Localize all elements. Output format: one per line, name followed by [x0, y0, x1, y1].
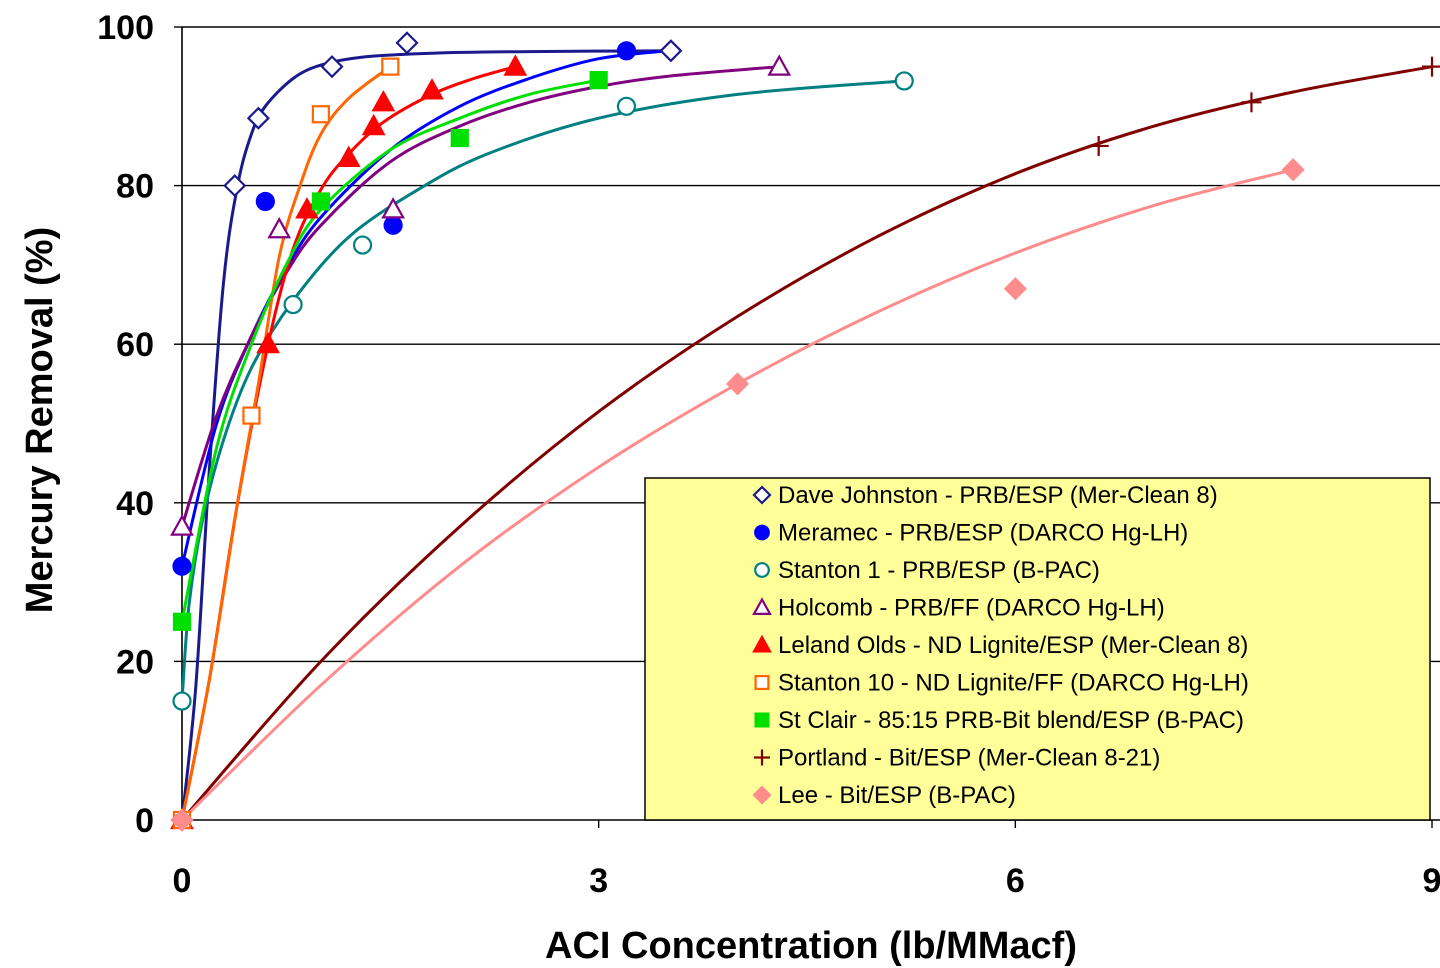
legend-label-lee: Lee - Bit/ESP (B-PAC) — [778, 782, 1016, 809]
legend-label-meramec: Meramec - PRB/ESP (DARCO Hg-LH) — [778, 520, 1188, 547]
legend-box — [644, 477, 1431, 821]
point-holcomb-0 — [170, 514, 194, 536]
legend-marker-stanton-1 — [754, 562, 770, 578]
point-meramec-2 — [383, 215, 403, 235]
point-stanton-1-1 — [283, 294, 303, 315]
point-stanton-10-3 — [381, 57, 400, 76]
legend-label-portland: Portland - Bit/ESP (Mer-Clean 8-21) — [778, 745, 1160, 772]
axes: 0 20 40 60 80 100 0 3 6 9 — [97, 9, 1440, 900]
point-leland-olds-5 — [371, 90, 396, 112]
legend-marker-stanton-10 — [754, 674, 770, 690]
curve-lee — [180, 168, 1294, 822]
legend-marker-st-clair — [754, 712, 770, 728]
point-portland-3 — [1422, 56, 1440, 77]
point-portland-1 — [1088, 135, 1109, 156]
point-holcomb-3 — [767, 54, 792, 76]
point-stanton-10-2 — [311, 105, 330, 124]
point-leland-olds-3 — [336, 145, 361, 167]
y-axis-title: Mercury Removal (%) — [19, 227, 61, 613]
legend-label-stanton-1: Stanton 1 - PRB/ESP (B-PAC) — [778, 557, 1100, 584]
curve-holcomb — [180, 65, 780, 528]
point-dave-johnston-5 — [659, 39, 683, 63]
point-stanton-1-2 — [352, 235, 373, 255]
point-lee-1 — [725, 372, 750, 396]
y-tick-label-60: 60 — [116, 326, 154, 364]
point-dave-johnston-3 — [320, 55, 344, 79]
legend-marker-meramec — [754, 524, 770, 541]
y-tick-label-20: 20 — [116, 643, 154, 681]
point-portland-2 — [1241, 92, 1262, 113]
point-leland-olds-6 — [420, 78, 444, 100]
point-dave-johnston-1 — [223, 174, 247, 198]
legend-marker-portland — [754, 749, 770, 766]
point-meramec-3 — [616, 41, 637, 61]
point-leland-olds-7 — [503, 54, 528, 76]
point-holcomb-2 — [381, 197, 405, 219]
point-st-clair-1 — [311, 192, 330, 211]
legend-label-stanton-10: Stanton 10 - ND Lignite/FF (DARCO Hg-LH) — [778, 670, 1249, 697]
point-dave-johnston-4 — [395, 31, 419, 55]
legend-label-st-clair: St Clair - 85:15 PRB-Bit blend/ESP (B-PA… — [778, 707, 1244, 734]
legend-marker-holcomb — [752, 597, 772, 616]
point-lee-2 — [1003, 277, 1027, 301]
legend-label-holcomb: Holcomb - PRB/FF (DARCO Hg-LH) — [778, 595, 1165, 622]
point-stanton-1-3 — [616, 96, 637, 116]
data-markers — [170, 31, 1440, 832]
legend-marker-dave-johnston — [752, 485, 772, 505]
y-tick-label-100: 100 — [97, 9, 154, 47]
point-stanton-1-4 — [894, 71, 914, 91]
y-tick-label-40: 40 — [116, 485, 154, 523]
curve-meramec — [180, 49, 669, 567]
point-holcomb-1 — [267, 216, 292, 239]
legend-marker-lee — [752, 785, 772, 805]
point-leland-olds-4 — [361, 113, 386, 136]
curve-st-clair — [180, 78, 600, 623]
x-tick-label-9: 9 — [1423, 862, 1440, 900]
point-st-clair-3 — [589, 71, 608, 90]
y-tick-label-0: 0 — [135, 802, 154, 840]
point-leland-olds-1 — [256, 331, 280, 354]
point-meramec-0 — [172, 556, 192, 576]
legend: Dave Johnston - PRB/ESP (Mer-Clean 8) Mer… — [644, 477, 1431, 821]
x-tick-label-0: 0 — [173, 862, 192, 900]
point-lee-0 — [170, 808, 194, 832]
x-axis-title: ACI Concentration (lb/MMacf) — [545, 925, 1077, 967]
legend-marker-leland-olds — [752, 634, 772, 653]
x-tick-label-3: 3 — [589, 862, 608, 900]
x-tick-label-6: 6 — [1006, 862, 1025, 900]
legend-label-dave-johnston: Dave Johnston - PRB/ESP (Mer-Clean 8) — [778, 482, 1218, 509]
point-lee-3 — [1281, 158, 1305, 182]
curve-portland — [180, 65, 1433, 821]
point-stanton-1-0 — [172, 691, 192, 711]
point-st-clair-0 — [172, 612, 192, 631]
point-meramec-1 — [255, 191, 275, 212]
point-st-clair-2 — [450, 128, 469, 148]
point-dave-johnston-2 — [246, 106, 270, 130]
fit-curves — [180, 49, 1433, 822]
y-tick-label-80: 80 — [116, 168, 154, 206]
point-stanton-10-1 — [242, 406, 261, 425]
legend-label-leland-olds: Leland Olds - ND Lignite/ESP (Mer-Clean … — [778, 632, 1248, 659]
